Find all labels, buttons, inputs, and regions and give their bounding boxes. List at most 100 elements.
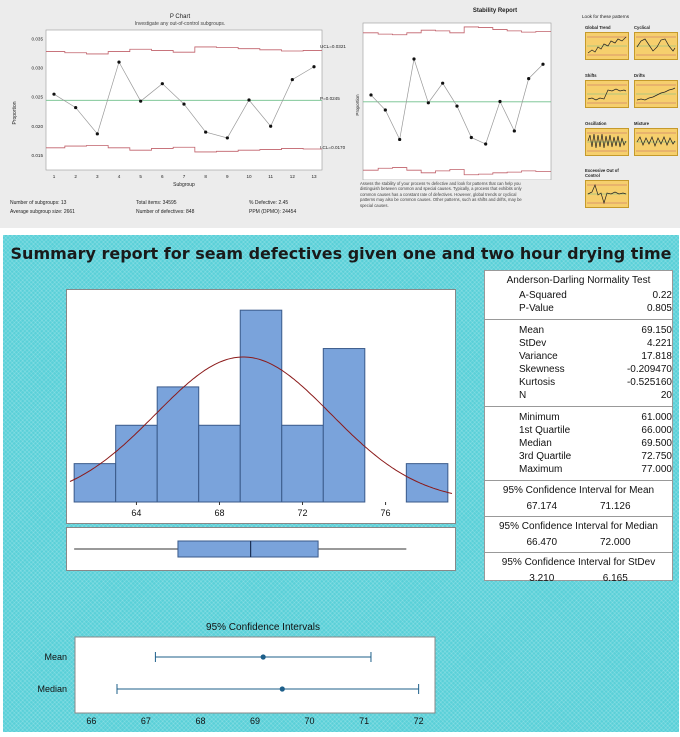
ci-row-label: Mean: [44, 652, 67, 662]
stab-point: [412, 57, 416, 61]
stat-value: 0.805: [646, 303, 672, 314]
normality-section: Anderson-Darling Normality Test A-Square…: [485, 271, 672, 320]
pattern-thumbnail: [585, 128, 629, 156]
stat-value: 77.000: [641, 464, 672, 475]
stat-value: 17.818: [641, 351, 672, 362]
pchart-xtick: 8: [204, 174, 207, 179]
histogram-bar: [73, 463, 117, 503]
pattern-label: Mixture: [634, 121, 649, 126]
pchart-title: P Chart: [169, 14, 191, 20]
ci-mean-section: 95% Confidence Interval for Mean 67.174 7…: [485, 481, 672, 517]
pchart-point: [182, 102, 186, 106]
pattern-sparkline: [587, 132, 627, 152]
pchart-point: [290, 77, 294, 82]
pchart-point: [74, 105, 78, 110]
stab-ucl-line: [363, 26, 551, 36]
stats-table: Anderson-Darling Normality Test A-Square…: [484, 270, 673, 584]
pchart-point: [312, 65, 316, 69]
pchart-plot: Proportion Subgroup UCL=0.0321 P=0.0245 …: [12, 29, 346, 188]
pattern-thumbnail: [634, 128, 678, 156]
ci-xtick: 70: [305, 716, 315, 726]
pchart-ytick: 0.015: [32, 153, 44, 158]
ci-median-point: [279, 686, 285, 692]
pattern-label: Oscillation: [585, 121, 607, 126]
pattern-trace: [636, 38, 676, 52]
stat-label: StDev: [519, 338, 547, 349]
pchart-point: [225, 136, 229, 140]
pchart-point: [95, 132, 99, 136]
histogram-bar: [156, 386, 200, 503]
stat-row: Minimum 61.000: [485, 411, 672, 424]
pchart-ytick: 0.030: [32, 65, 44, 70]
ci-mean-title: 95% Confidence Interval for Mean: [502, 485, 655, 496]
stat-row: Maximum 77.000: [485, 463, 672, 476]
ci-median-title: 95% Confidence Interval for Median: [499, 521, 658, 532]
pattern-trace: [636, 87, 676, 101]
boxplot-panel: [66, 527, 456, 571]
lcl-line: [46, 145, 322, 153]
pchart-xtick: 1: [53, 174, 56, 179]
histogram-bar: [281, 424, 324, 503]
stat-row: StDev 4.221: [485, 337, 672, 350]
pchart-ytick: 0.035: [32, 36, 44, 41]
stat-label: 1st Quartile: [519, 425, 571, 436]
stability-plot: Proportion: [355, 22, 552, 180]
histogram-bar: [405, 463, 449, 503]
stat-value: 69.500: [641, 438, 672, 449]
stab-point: [369, 93, 373, 97]
stat-row: A-Squared 0.22: [485, 289, 672, 302]
ci-median-low: 66.470: [526, 537, 558, 548]
top-report-area: P Chart Investigate any out-of-control s…: [0, 0, 680, 228]
ucl-line: [46, 46, 322, 55]
ci-median-high: 72.000: [599, 537, 631, 548]
ci-row-label: Median: [37, 684, 67, 694]
pchart-ylabel: Proportion: [12, 101, 18, 124]
summary-report: Summary report for seam defectives given…: [3, 235, 679, 732]
pchart-xtick: 6: [161, 174, 164, 179]
stat-value: 4.221: [646, 338, 672, 349]
pattern-trace: [587, 183, 627, 205]
pchart-point: [269, 124, 273, 128]
pchart-xtick: 12: [290, 174, 296, 179]
pattern-sparkline: [587, 84, 627, 104]
stat-label: N: [519, 390, 527, 401]
stab-point: [426, 101, 430, 105]
pchart-xtick: 7: [183, 174, 186, 179]
stat-value: 69.150: [641, 325, 672, 336]
stat-row: Variance 17.818: [485, 350, 672, 363]
stat-label: Variance: [519, 351, 558, 362]
stab-point: [527, 77, 531, 81]
histogram-xtick: 64: [131, 508, 141, 518]
stat-ppm: PPM (DPMO): 24454: [249, 209, 297, 215]
ad-title: Anderson-Darling Normality Test: [506, 275, 651, 286]
stat-value: 72.750: [641, 451, 672, 462]
ci-stdev-title: 95% Confidence Interval for StDev: [501, 557, 656, 568]
pattern-sparkline: [587, 36, 627, 56]
stat-value: -0.209470: [626, 364, 672, 375]
pattern-sparkline: [587, 183, 627, 205]
pattern-label: Shifts: [585, 73, 597, 78]
ci-stdev-low: 3.210: [529, 573, 555, 584]
stab-point: [398, 137, 402, 142]
pchart-point: [52, 92, 56, 96]
pattern-thumbnail: [585, 32, 629, 60]
stat-label: Kurtosis: [519, 377, 556, 388]
pchart-point: [247, 98, 251, 102]
ci-xtick: 68: [195, 716, 205, 726]
stab-point: [498, 99, 502, 104]
stab-lcl-line: [363, 167, 551, 176]
pattern-thumbnail: [585, 80, 629, 108]
histogram-xtick: 72: [298, 508, 308, 518]
ci-xtick: 67: [141, 716, 151, 726]
stat-row: N 20: [485, 389, 672, 402]
ci-stdev-high: 6.165: [602, 573, 628, 584]
pchart-xtick: 2: [74, 174, 77, 179]
pattern-trace: [587, 88, 627, 101]
pchart-xtick: 5: [139, 174, 142, 179]
stat-defectives: Number of defectives: 848: [136, 209, 195, 215]
pchart-xtick: 10: [246, 174, 252, 179]
stat-label: Skewness: [519, 364, 565, 375]
pattern-thumbnail: [585, 180, 629, 208]
ci-median-section: 95% Confidence Interval for Median 66.47…: [485, 517, 672, 553]
pchart-point: [204, 130, 208, 134]
